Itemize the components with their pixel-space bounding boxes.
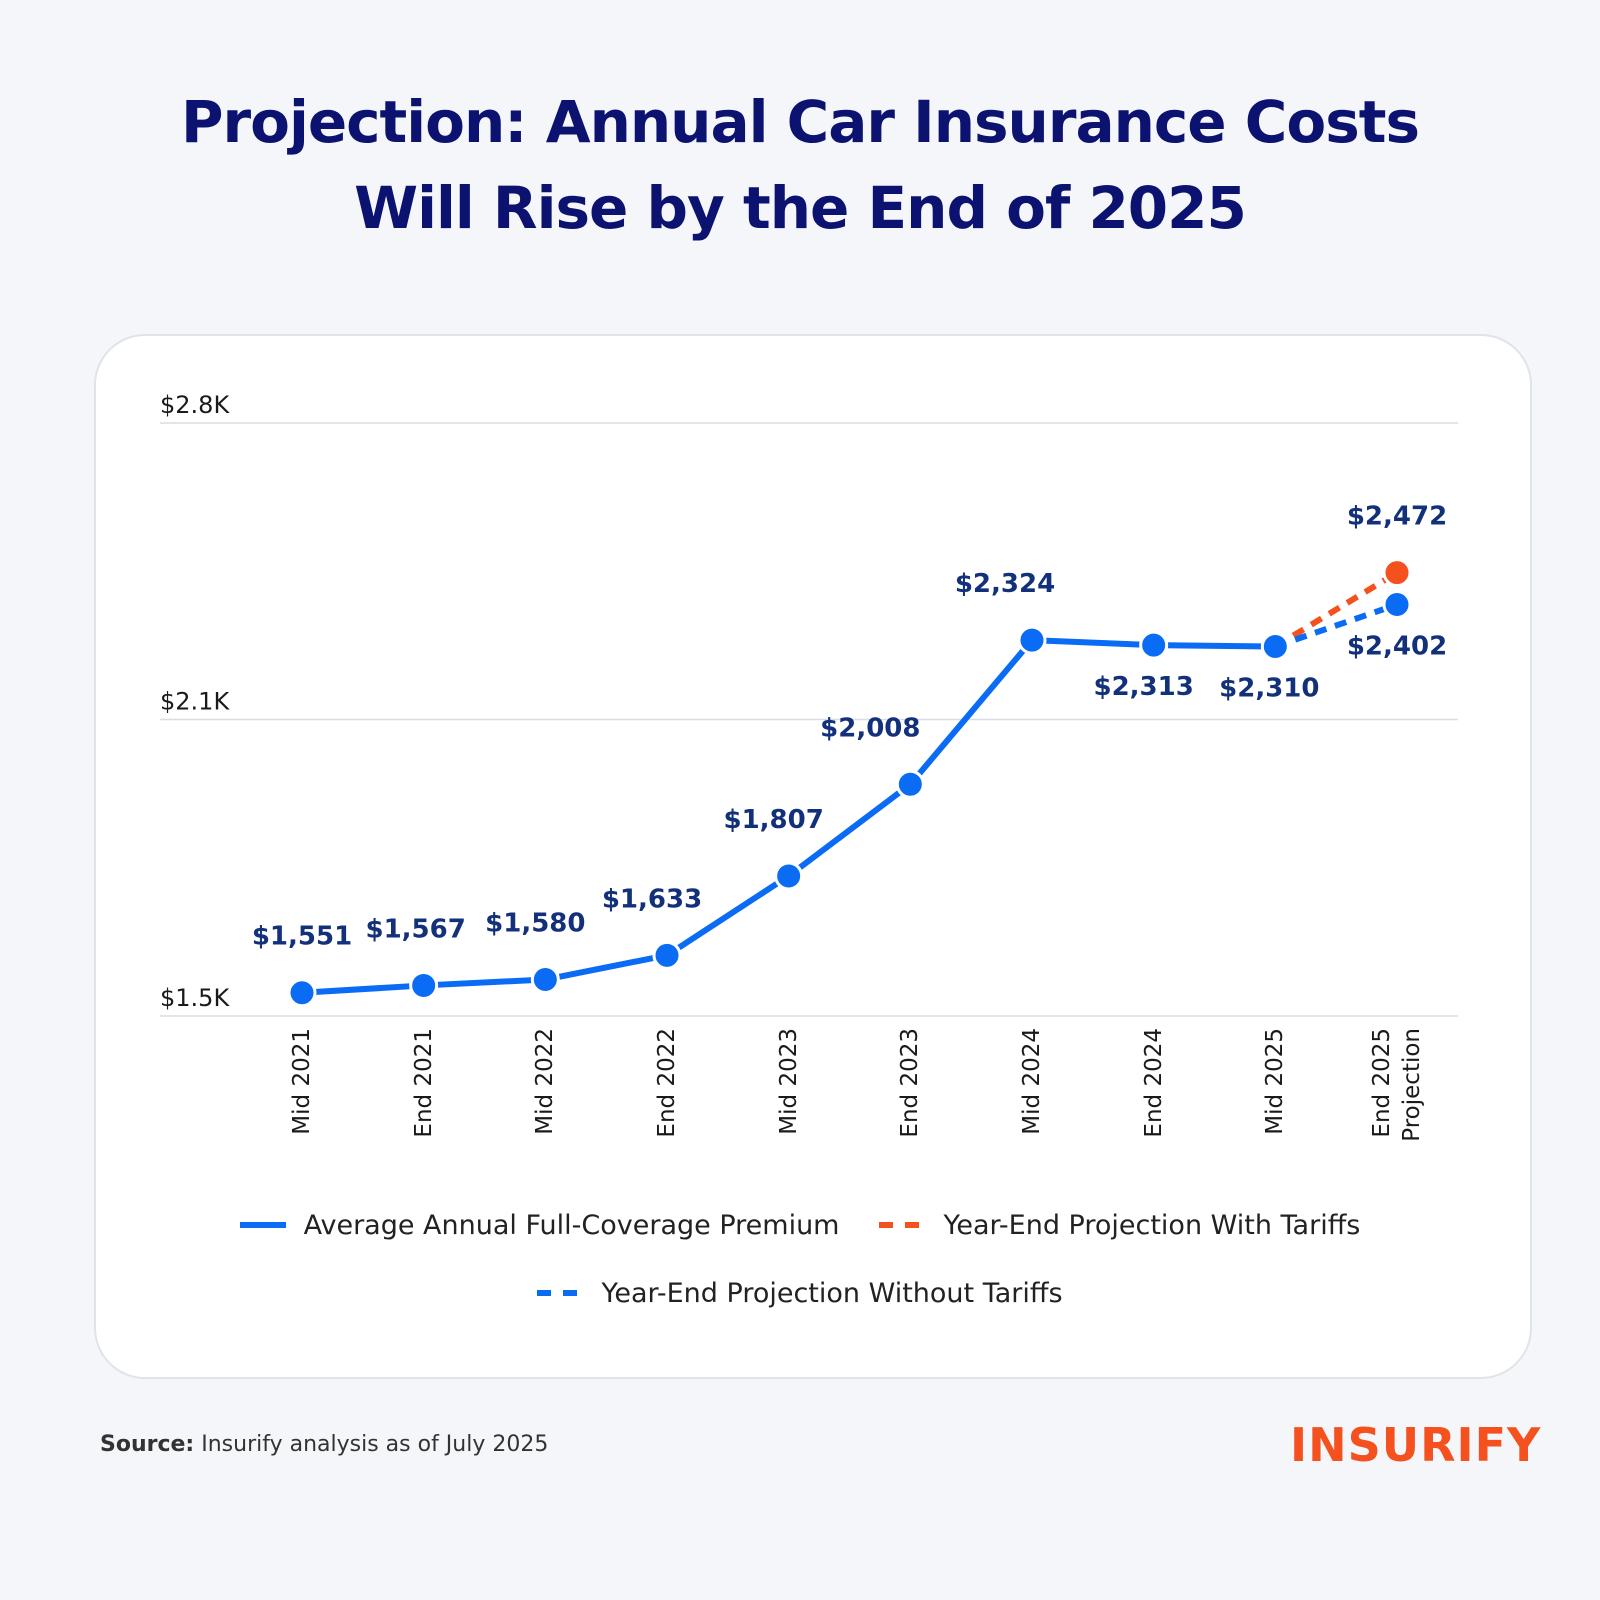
source-label: Source:	[100, 1432, 195, 1457]
x-tick-label: End 2023	[897, 1028, 924, 1138]
point	[895, 769, 925, 799]
x-tick-label: End 2021	[410, 1028, 437, 1138]
source: Source: Insurify analysis as of July 202…	[100, 1432, 548, 1457]
x-tick-label: End 2022	[654, 1028, 680, 1138]
point	[1382, 590, 1412, 620]
data-label: $1,633	[602, 884, 702, 914]
legend-item: Year-End Projection Without Tariffs	[537, 1273, 1063, 1313]
x-tick-label: Mid 2022	[532, 1028, 559, 1135]
legend-label: Year-End Projection Without Tariffs	[601, 1277, 1063, 1309]
point	[1017, 625, 1047, 655]
legend-label: Year-End Projection With Tariffs	[943, 1209, 1361, 1241]
y-tick-label: $2.8K	[160, 391, 230, 419]
legend: Average Annual Full-Coverage Premium Year…	[200, 1205, 1400, 1313]
x-tick-label: End 2025 Projection	[1369, 1028, 1425, 1142]
data-label: $2,310	[1219, 674, 1319, 704]
data-label: $2,324	[955, 569, 1055, 599]
y-tick-label: $1.5K	[160, 984, 230, 1012]
data-label: $2,313	[1093, 672, 1193, 702]
legend-icon	[537, 1290, 584, 1296]
chart-title: Will Rise by the End of 2025	[354, 174, 1247, 242]
legend-icon	[879, 1222, 926, 1228]
x-tick-label: Mid 2023	[775, 1028, 802, 1135]
data-label: $2,472	[1347, 502, 1447, 532]
point	[1382, 558, 1412, 588]
legend-icon	[239, 1222, 286, 1228]
legend-label: Average Annual Full-Coverage Premium	[303, 1209, 840, 1241]
x-tick-label: Mid 2021	[289, 1028, 315, 1135]
source-text: Insurify analysis as of July 2025	[201, 1432, 549, 1457]
data-label: $1,551	[252, 922, 352, 952]
y-tick-label: $2.1K	[160, 688, 230, 716]
projection-connector	[1273, 570, 1399, 650]
point	[287, 978, 317, 1008]
x-tick-label: Mid 2024	[1019, 1028, 1045, 1135]
data-label: $1,567	[365, 914, 465, 944]
point	[652, 940, 682, 970]
x-tick-label: Mid 2025	[1262, 1028, 1289, 1135]
data-label: $1,807	[723, 805, 823, 835]
legend-item: Average Annual Full-Coverage Premium	[239, 1205, 840, 1245]
point	[1139, 630, 1169, 660]
point	[774, 861, 804, 891]
point	[530, 965, 560, 995]
point	[1260, 632, 1290, 662]
data-label: $2,008	[820, 713, 920, 743]
logo: INSURIFY	[1290, 1418, 1542, 1472]
data-label: $2,402	[1347, 632, 1447, 662]
x-tick-label: End 2024	[1140, 1028, 1167, 1138]
data-label: $1,580	[485, 909, 585, 939]
chart-title: Projection: Annual Car Insurance Costs	[181, 88, 1420, 156]
point	[409, 970, 439, 1000]
projection-connector	[1274, 601, 1398, 650]
legend-item: Year-End Projection With Tariffs	[879, 1205, 1360, 1245]
